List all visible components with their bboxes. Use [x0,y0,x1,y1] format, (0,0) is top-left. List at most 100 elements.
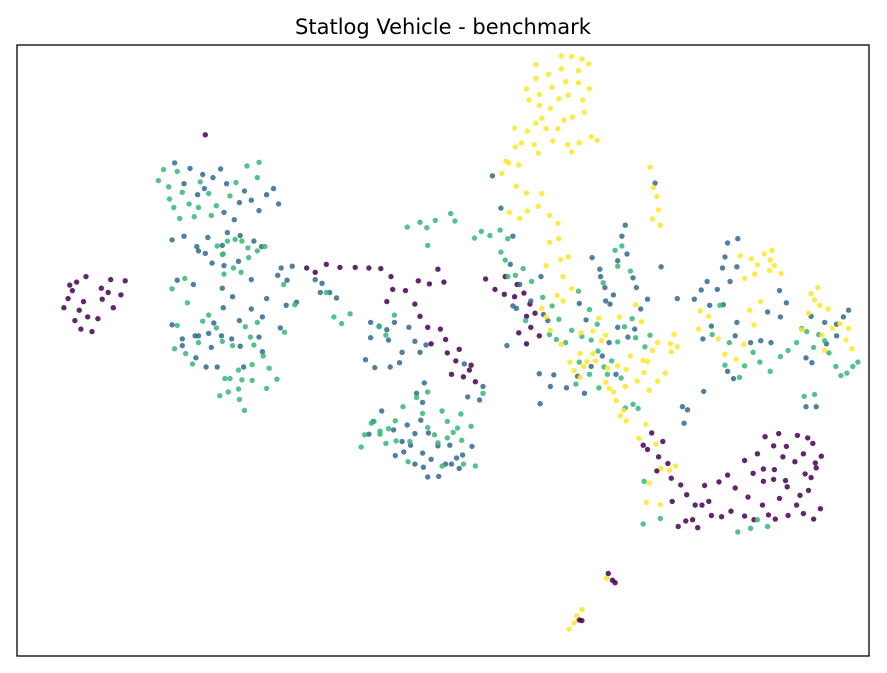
scatter-point [810,344,817,351]
scatter-point [603,379,609,385]
scatter-point [745,494,751,500]
scatter-point [266,365,272,371]
scatter-point [283,302,289,308]
scatter-point [627,353,634,359]
scatter-point [634,378,640,384]
scatter-point [644,446,651,453]
scatter-point [98,285,105,291]
scatter-point [556,96,562,102]
scatter-point [447,442,453,448]
scatter-point [624,251,630,257]
scatter-point [678,482,684,488]
scatter-point [589,254,595,261]
scatter-point [83,273,89,280]
scatter-point [407,438,413,445]
scatter-point [468,423,474,429]
scatter-point [323,289,329,296]
scatter-point [201,185,208,192]
scatter-point [312,276,318,283]
scatter-point [588,363,594,370]
scatter-point [417,219,423,225]
scatter-point [597,273,604,280]
scatter-point [275,272,281,278]
scatter-point [254,248,260,254]
scatter-point [579,606,585,613]
scatter-point [757,359,763,365]
scatter-point [61,305,67,311]
scatter-point [453,455,460,461]
scatter-point [665,460,671,467]
scatter-point [838,372,844,379]
scatter-point [80,298,87,305]
scatter-point [439,408,445,414]
scatter-point [767,257,773,263]
scatter-point [421,380,427,386]
scatter-point [221,209,227,216]
scatter-point [405,459,411,465]
scatter-point [284,277,290,283]
scatter-point [249,361,255,368]
scatter-point [404,224,410,230]
scatter-point [697,308,703,314]
scatter-point [558,53,565,59]
scatter-point [576,140,582,146]
scatter-point [709,331,715,338]
scatter-point [251,238,257,244]
scatter-point [578,330,584,336]
scatter-point [826,350,832,356]
scatter-point [425,474,431,480]
scatter-point [418,417,424,423]
scatter-point [388,273,394,280]
scatter-point [550,138,556,144]
scatter-point [607,301,613,307]
scatter-point [512,272,519,278]
scatter-point [819,332,825,338]
scatter-point [166,184,172,190]
scatter-point [654,193,660,200]
scatter-point [726,339,732,346]
scatter-point [543,262,549,269]
scatter-point [632,326,638,332]
scatter-point [213,325,220,331]
scatter-point [586,371,593,377]
scatter-point [722,351,728,357]
scatter-point [99,296,105,302]
scatter-point [72,317,78,324]
scatter-point [245,245,251,251]
scatter-point [241,188,248,194]
scatter-point [177,215,183,222]
scatter-point [235,367,242,373]
scatter-point [758,298,764,305]
scatter-point [604,365,611,371]
scatter-point [361,432,368,438]
scatter-point [522,317,529,324]
scatter-point [523,341,530,347]
scatter-point [722,254,728,260]
scatter-point [674,344,680,350]
scatter-point [840,314,847,320]
scatter-point [69,287,76,294]
scatter-point [304,265,310,271]
scatter-point [801,393,807,399]
scatter-point [194,192,201,198]
scatter-point [76,307,82,313]
scatter-point [655,454,662,460]
scatter-point [736,374,743,381]
scatter-point [179,342,185,349]
scatter-point [793,502,800,508]
scatter-point [644,296,651,302]
scatter-point [256,159,262,165]
scatter-point [189,361,196,367]
scatter-point [487,232,493,239]
scatter-point [640,357,646,363]
scatter-point [428,456,434,462]
scatter-point [378,265,384,272]
scatter-point [248,276,254,283]
scatter-point [619,233,625,239]
scatter-point [683,518,689,524]
scatter-point [538,273,544,280]
scatter-point [331,314,337,320]
scatter-point [596,385,602,391]
scatter-point [507,261,513,267]
scatter-point [179,189,185,195]
